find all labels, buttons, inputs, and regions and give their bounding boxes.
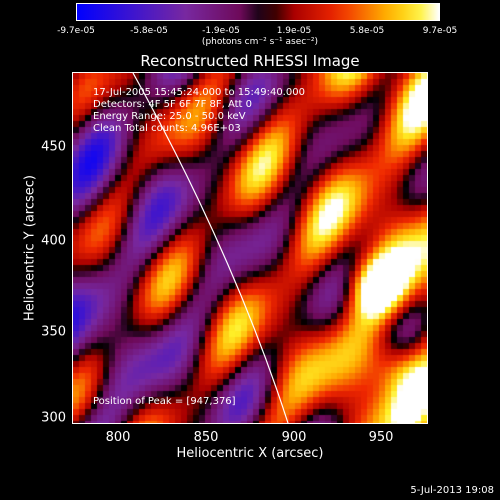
clean-counts-text: Clean Total counts: 4.96E+03 [93, 123, 241, 134]
x-tick-label: 800 [105, 430, 131, 445]
energy-range-text: Energy Range: 25.0 - 50.0 keV [93, 111, 246, 122]
y-tick-label: 400 [41, 233, 66, 249]
timestamp: 5-Jul-2013 19:08 [410, 485, 494, 496]
x-tick-label: 900 [281, 430, 307, 445]
image-plot-area: 17-Jul-2005 15:45:24.000 to 15:49:40.000… [72, 72, 428, 424]
y-axis-label: Heliocentric Y (arcsec) [22, 175, 38, 321]
detectors-text: Detectors: 4F 5F 6F 7F 8F, Att 0 [93, 99, 253, 110]
y-tick-label: 350 [41, 324, 66, 340]
colorbar-tick: -5.8e-05 [130, 26, 168, 36]
x-tick-label: 950 [368, 430, 394, 445]
limb-overlay [132, 73, 289, 423]
colorbar-tick: -9.7e-05 [57, 26, 95, 36]
solar-limb-line [132, 73, 289, 423]
x-axis-label: Heliocentric X (arcsec) [176, 446, 324, 461]
colorbar-tick: 9.7e-05 [422, 26, 458, 36]
colorbar-tick: -1.9e-05 [202, 26, 240, 36]
colorbar-tick: 1.9e-05 [276, 26, 312, 36]
colorbar-tick: 5.8e-05 [349, 26, 385, 36]
peak-position-text: Position of Peak = [947,376] [93, 396, 236, 407]
y-tick-label: 450 [41, 139, 66, 155]
x-tick-label: 850 [193, 430, 219, 445]
flux-image [73, 73, 427, 423]
y-tick-label: 300 [41, 410, 66, 426]
time-range-text: 17-Jul-2005 15:45:24.000 to 15:49:40.000 [93, 87, 305, 98]
plot-title: Reconstructed RHESSI Image [140, 52, 360, 70]
colorbar [76, 3, 440, 21]
colorbar-unit: (photons cm⁻² s⁻¹ asec⁻²) [201, 37, 319, 47]
